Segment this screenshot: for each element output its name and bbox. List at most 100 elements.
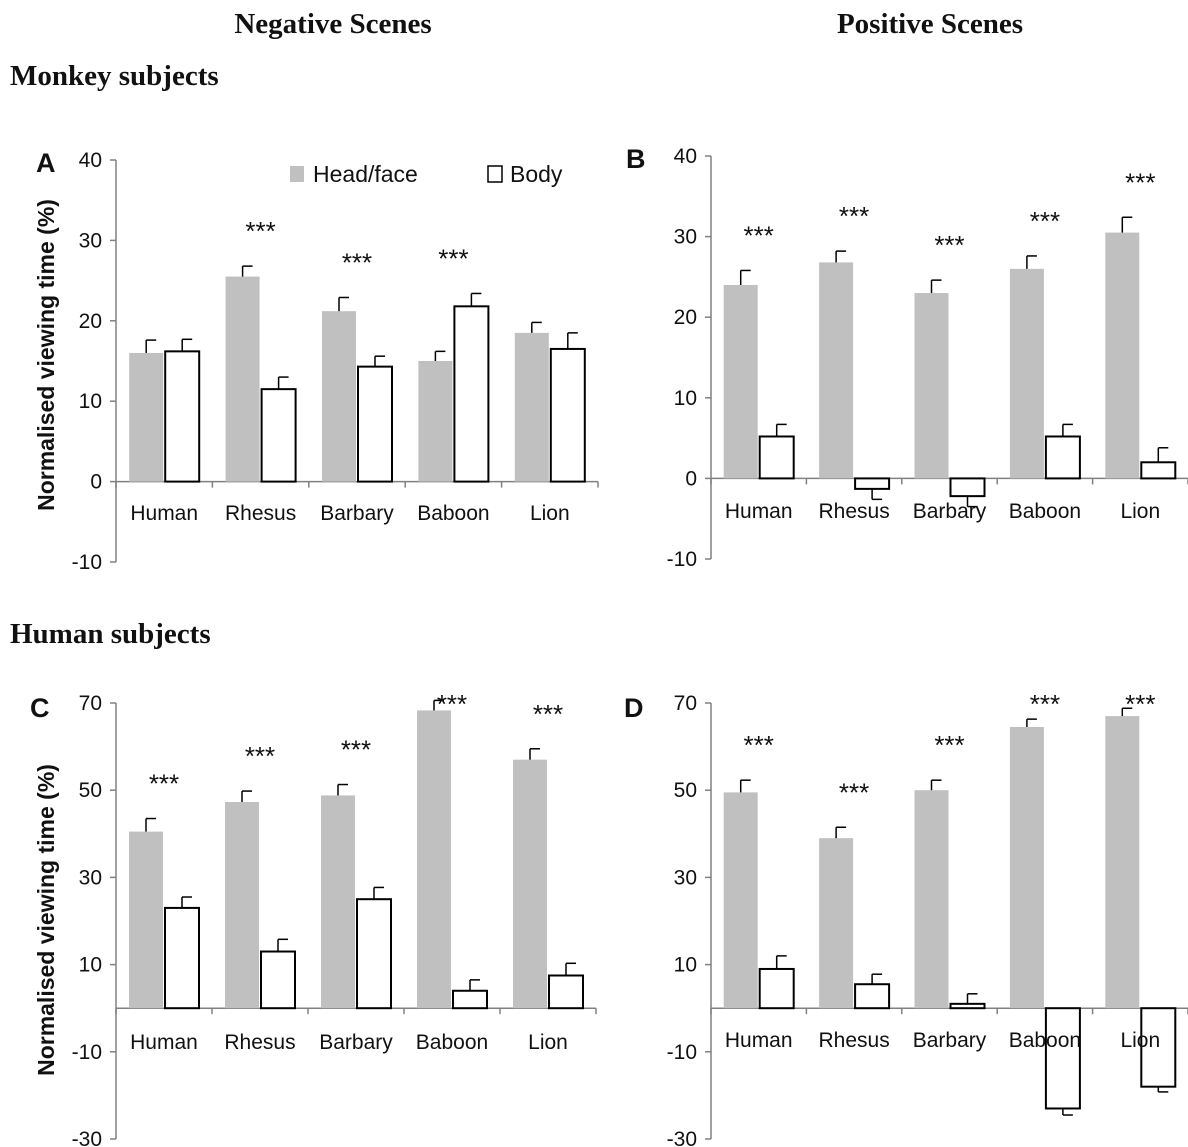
y-tick-label-d: 30 [674, 866, 697, 889]
category-label-c: Baboon [416, 1031, 488, 1054]
significance-label-a: *** [342, 247, 372, 277]
y-tick-label-a: -10 [72, 551, 102, 574]
body-bar-a [357, 365, 393, 483]
significance-label-d: *** [1125, 689, 1155, 719]
category-label-a: Rhesus [225, 502, 296, 525]
head-bar-b [723, 284, 758, 479]
y-tick-label-d: 50 [674, 779, 697, 802]
body-bar-c [260, 950, 296, 1010]
y-axis-label-top: Normalised viewing time (%) [33, 199, 59, 511]
head-bar-b [914, 293, 949, 479]
y-tick-label-d: -30 [667, 1128, 697, 1147]
y-tick-label-b: -10 [667, 548, 697, 571]
panel-letter-d: D [624, 693, 644, 723]
legend-head-label: Head/face [313, 161, 418, 187]
panel-letter-c: C [30, 693, 50, 723]
category-label-c: Barbary [319, 1031, 393, 1054]
head-bar-c [321, 795, 355, 1009]
y-tick-label-d: 10 [674, 954, 697, 977]
category-label-b: Rhesus [818, 500, 889, 523]
significance-label-d: *** [839, 777, 869, 807]
head-bar-c [129, 831, 163, 1009]
significance-label-d: *** [1030, 689, 1060, 719]
body-bar-a [164, 350, 201, 483]
y-tick-label-c: 50 [79, 779, 102, 802]
category-label-a: Baboon [417, 502, 489, 525]
head-bar-b [819, 262, 854, 479]
category-label-a: Human [130, 502, 198, 525]
body-bar-c [452, 989, 488, 1010]
y-tick-label-a: 10 [79, 390, 102, 413]
significance-label-b: *** [1030, 206, 1060, 236]
panel-letter-b: B [626, 144, 646, 174]
category-label-b: Barbary [913, 500, 987, 523]
category-label-d: Rhesus [818, 1029, 889, 1052]
y-tick-label-b: 20 [674, 306, 697, 329]
category-label-d: Human [725, 1029, 793, 1052]
significance-label-b: *** [839, 201, 869, 231]
significance-label-b: *** [934, 230, 964, 260]
body-bar-c [164, 906, 200, 1010]
category-label-a: Barbary [320, 502, 394, 525]
head-bar-d [1105, 716, 1140, 1009]
y-tick-label-a: 20 [79, 310, 102, 333]
head-bar-a [514, 332, 549, 482]
monkey-subjects-header: Monkey subjects [10, 60, 219, 92]
head-bar-a [322, 311, 356, 482]
body-bar-b [1140, 461, 1177, 480]
head-bar-b [1009, 268, 1044, 479]
head-bar-d [723, 792, 758, 1009]
y-tick-label-c: -30 [72, 1128, 102, 1147]
category-label-d: Lion [1120, 1029, 1160, 1052]
category-label-c: Rhesus [224, 1031, 295, 1054]
body-bar-a [260, 388, 297, 483]
significance-label-c: *** [149, 769, 179, 799]
head-bar-d [914, 790, 949, 1009]
head-bar-c [225, 801, 259, 1009]
panel-letter-a: A [36, 148, 56, 178]
body-bar-b [758, 435, 795, 480]
y-tick-label-a: 30 [79, 229, 102, 252]
y-tick-label-c: -10 [72, 1041, 102, 1064]
body-bar-c [356, 898, 392, 1010]
y-axis-label-bottom: Normalised viewing time (%) [33, 764, 59, 1076]
category-label-c: Human [130, 1031, 198, 1054]
body-bar-d [1044, 1007, 1081, 1110]
significance-label-a: *** [438, 243, 468, 273]
panel-b: B 40 30 20 10 0 -10 *** Human *** Rhesus *** Barbary… [626, 144, 1188, 571]
significance-label-b: *** [744, 220, 774, 250]
legend-body-swatch [487, 165, 503, 183]
significance-label-d: *** [744, 730, 774, 760]
significance-label-a: *** [245, 216, 275, 246]
head-bar-a [225, 276, 260, 482]
body-bar-b [854, 477, 891, 490]
category-label-a: Lion [530, 502, 570, 525]
significance-label-c: *** [437, 689, 467, 719]
y-tick-label-b: 40 [674, 145, 697, 168]
head-bar-b [1105, 232, 1140, 479]
legend-head-swatch [290, 166, 304, 182]
panel-c: C 70 50 30 10 -10 -30 *** Human *** Rhesus *** Barba… [30, 689, 597, 1147]
significance-label-c: *** [341, 735, 371, 765]
category-label-b: Human [725, 500, 793, 523]
head-bar-c [513, 759, 547, 1009]
legend: Head/face Body [290, 161, 563, 187]
y-tick-label-a: 0 [90, 471, 102, 494]
significance-label-b: *** [1125, 167, 1155, 197]
body-bar-d [758, 967, 795, 1010]
body-bar-b [1044, 435, 1081, 480]
body-bar-a [453, 305, 490, 483]
y-tick-label-c: 30 [79, 866, 102, 889]
head-bar-d [1009, 726, 1044, 1009]
y-tick-label-c: 70 [79, 692, 102, 715]
category-label-d: Baboon [1009, 1029, 1081, 1052]
category-label-b: Lion [1120, 500, 1160, 523]
category-label-c: Lion [528, 1031, 568, 1054]
human-subjects-header: Human subjects [10, 618, 211, 650]
body-bar-d [949, 1002, 986, 1010]
y-tick-label-c: 10 [79, 954, 102, 977]
chart-panels: A 40 30 20 10 0 -10 Human *** Rhesus *** Barbary ***… [30, 144, 1188, 1147]
category-label-b: Baboon [1009, 500, 1081, 523]
y-tick-label-b: 30 [674, 226, 697, 249]
